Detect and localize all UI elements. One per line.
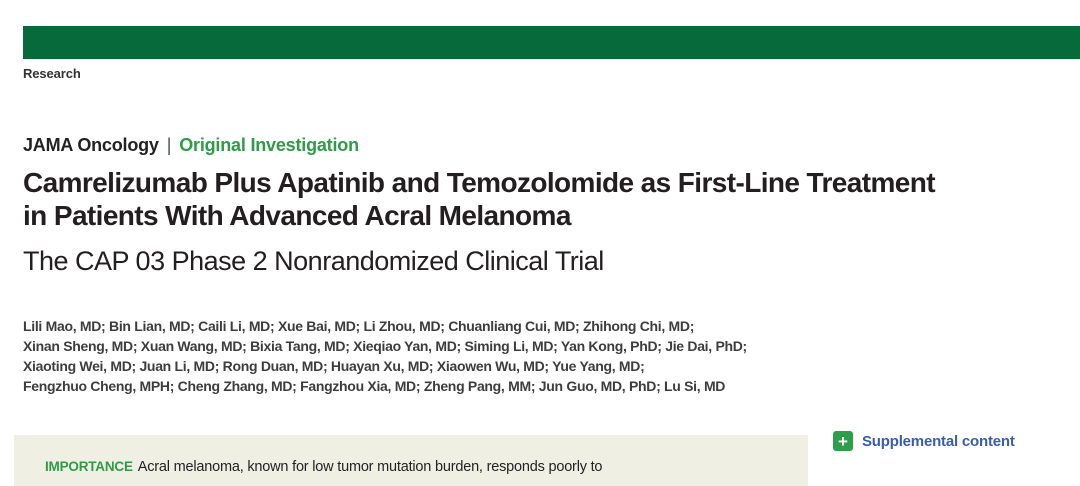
article-subtitle: The CAP 03 Phase 2 Nonrandomized Clinica… xyxy=(23,246,604,276)
author-line: Xiaoting Wei, MD; Juan Li, MD; Rong Duan… xyxy=(23,358,645,374)
importance-text: Acral melanoma, known for low tumor muta… xyxy=(137,459,603,475)
title-line-1: Camrelizumab Plus Apatinib and Temozolom… xyxy=(23,167,936,198)
category-label: Original Investigation xyxy=(179,135,359,155)
importance-label: IMPORTANCE xyxy=(45,459,133,474)
supplemental-content-link[interactable]: + Supplemental content xyxy=(833,431,1015,451)
kicker-separator: | xyxy=(166,135,172,155)
article-title: Camrelizumab Plus Apatinib and Temozolom… xyxy=(23,166,936,232)
supplemental-label: Supplemental content xyxy=(862,432,1015,450)
masthead-bar xyxy=(23,26,1080,59)
journal-name: JAMA Oncology xyxy=(23,135,159,155)
abstract-importance-line: IMPORTANCE Acral melanoma, known for low … xyxy=(45,457,788,477)
author-byline: Lili Mao, MD; Bin Lian, MD; Caili Li, MD… xyxy=(23,316,747,396)
author-line: Lili Mao, MD; Bin Lian, MD; Caili Li, MD… xyxy=(23,318,695,334)
abstract-box: IMPORTANCE Acral melanoma, known for low … xyxy=(14,435,808,486)
article-kicker: JAMA Oncology | Original Investigation xyxy=(23,135,359,156)
title-line-2: in Patients With Advanced Acral Melanoma xyxy=(23,200,571,231)
author-line: Xinan Sheng, MD; Xuan Wang, MD; Bixia Ta… xyxy=(23,338,747,354)
plus-icon: + xyxy=(833,431,853,451)
author-line: Fengzhuo Cheng, MPH; Cheng Zhang, MD; Fa… xyxy=(23,378,726,394)
section-label-research: Research xyxy=(23,66,81,81)
